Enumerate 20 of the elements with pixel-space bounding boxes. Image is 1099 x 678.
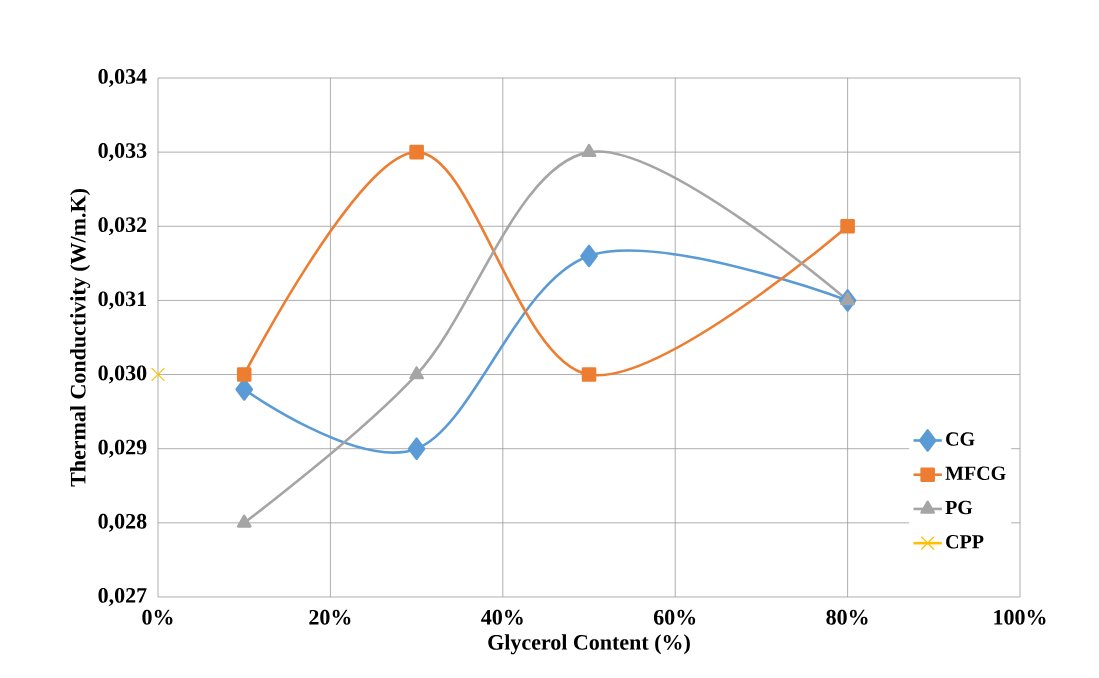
- legend-label: MFCG: [945, 466, 1006, 481]
- x-tick-label: 0%: [142, 609, 173, 625]
- y-tick-label: 0,027: [98, 587, 147, 606]
- legend-label: CPP: [946, 535, 984, 549]
- y-tick-label: 0,029: [98, 439, 147, 458]
- legend-label: PG: [945, 500, 973, 515]
- legend-label: CG: [946, 432, 975, 446]
- y-tick-label: 0,028: [98, 513, 147, 532]
- x-axis-title: Glycerol Content (%): [488, 634, 690, 655]
- x-tick-label: 60%: [653, 609, 696, 625]
- y-tick-label: 0,033: [98, 143, 147, 162]
- x-tick-label: 100%: [994, 609, 1046, 625]
- x-tick-label: 80%: [826, 609, 868, 625]
- y-tick-label: 0,032: [98, 217, 147, 236]
- x-tick-label: 20%: [309, 609, 351, 625]
- y-tick-label: 0,034: [98, 68, 147, 88]
- y-axis-title: Thermal Conductivity (W/m.K): [70, 189, 91, 487]
- x-tick-label: 40%: [481, 609, 523, 625]
- y-tick-label: 0,031: [98, 291, 146, 310]
- y-tick-label: 0,030: [98, 365, 147, 384]
